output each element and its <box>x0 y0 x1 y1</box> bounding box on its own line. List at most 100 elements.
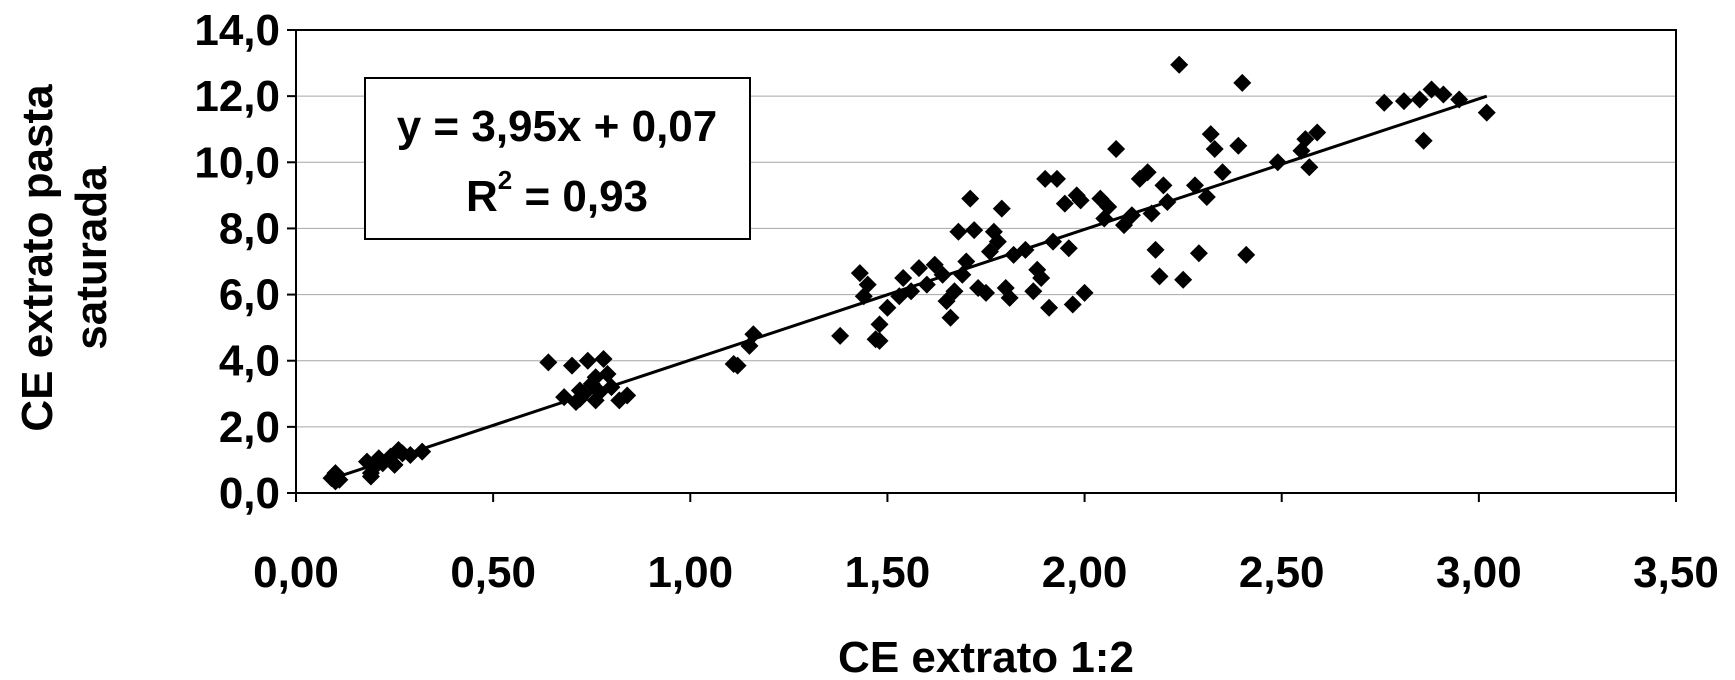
data-point <box>594 350 613 369</box>
data-point <box>1142 204 1161 223</box>
data-point <box>878 298 897 317</box>
data-point <box>1000 288 1019 307</box>
y-tick-label: 6,0 <box>219 271 280 320</box>
data-point <box>965 221 984 240</box>
y-tick-label: 2,0 <box>219 403 280 452</box>
data-point <box>858 275 877 294</box>
data-point <box>917 275 936 294</box>
data-point <box>728 356 747 375</box>
y-tick-label: 10,0 <box>194 138 280 187</box>
data-point <box>1477 103 1496 122</box>
y-tick-label: 0,0 <box>219 469 280 518</box>
data-point <box>1063 295 1082 314</box>
data-point <box>957 252 976 271</box>
x-tick-label: 3,50 <box>1633 548 1719 597</box>
data-point <box>1233 73 1252 92</box>
y-axis-ticks: 0,0 2,0 4,0 6,0 8,0 10,0 12,0 14,0 <box>194 6 296 518</box>
data-point <box>1229 136 1248 155</box>
data-point <box>1107 140 1126 159</box>
data-point <box>326 464 345 483</box>
data-point <box>618 386 637 405</box>
x-axis-title: CE extrato 1:2 <box>838 633 1134 680</box>
data-point <box>933 265 952 284</box>
data-point <box>1122 206 1141 225</box>
data-point <box>1189 244 1208 263</box>
y-tick-label: 14,0 <box>194 6 280 55</box>
data-point <box>977 283 995 302</box>
equation-box: y = 3,95x + 0,07 R2 = 0,93 <box>364 77 751 240</box>
data-point <box>1036 169 1055 188</box>
data-point <box>361 467 380 486</box>
data-point <box>570 389 589 408</box>
data-point <box>563 356 581 375</box>
y-axis-title-line-2: saturada <box>67 166 116 350</box>
data-point <box>1055 194 1074 213</box>
data-point <box>1201 125 1220 144</box>
x-tick-label: 3,00 <box>1436 548 1522 597</box>
data-point <box>744 325 763 344</box>
data-point <box>590 383 609 402</box>
data-point <box>385 455 404 474</box>
data-point <box>945 282 964 301</box>
y-tick-label: 8,0 <box>219 204 280 253</box>
data-point <box>1016 240 1035 259</box>
x-tick-label: 1,00 <box>647 548 733 597</box>
data-point <box>902 282 921 301</box>
data-point <box>1268 153 1287 172</box>
data-point <box>1414 131 1433 150</box>
data-point <box>988 232 1007 251</box>
data-point <box>1150 267 1169 286</box>
data-points <box>322 55 1496 491</box>
equation-box-frame <box>364 77 751 240</box>
x-tick-label: 2,50 <box>1239 548 1325 597</box>
data-point <box>1170 55 1189 74</box>
data-point <box>539 353 558 372</box>
data-point <box>870 315 889 334</box>
data-point <box>961 189 980 208</box>
data-point <box>1154 176 1173 195</box>
data-point <box>1296 130 1315 149</box>
y-axis-title-line-1: CE extrato pasta <box>13 84 62 432</box>
data-point <box>941 308 960 327</box>
data-point <box>1146 240 1165 259</box>
data-point <box>1410 90 1429 109</box>
x-axis-ticks: 0,00 0,50 1,00 1,50 2,00 2,50 3,00 3,50 <box>253 493 1719 597</box>
data-point <box>1450 90 1469 109</box>
data-point <box>831 326 850 345</box>
y-tick-label: 12,0 <box>194 72 280 121</box>
data-point <box>909 259 928 278</box>
data-point <box>850 264 869 283</box>
data-point <box>413 442 432 461</box>
data-point <box>1158 192 1177 211</box>
data-point <box>1024 282 1043 301</box>
x-tick-label: 0,50 <box>450 548 536 597</box>
data-point <box>1075 283 1094 302</box>
data-point <box>1040 298 1059 317</box>
data-point <box>894 269 913 288</box>
y-axis-title: CE extrato pasta saturada <box>13 84 116 432</box>
data-point <box>578 351 597 370</box>
r-squared-value: = 0,93 <box>512 172 648 221</box>
x-tick-label: 1,50 <box>845 548 931 597</box>
data-point <box>1071 191 1090 210</box>
data-point <box>1099 197 1118 216</box>
r-squared-letter: R <box>466 172 498 221</box>
y-tick-label: 4,0 <box>219 337 280 386</box>
data-point <box>1044 232 1063 251</box>
data-point <box>870 331 889 350</box>
data-point <box>1197 188 1216 207</box>
r-squared-label: R2 = 0,93 <box>466 165 648 221</box>
data-point <box>949 222 968 241</box>
data-point <box>1138 163 1157 182</box>
data-point <box>598 364 617 383</box>
r-squared-exponent: 2 <box>498 165 512 195</box>
data-point <box>1032 269 1051 288</box>
data-point <box>1047 169 1066 188</box>
x-tick-label: 0,00 <box>253 548 339 597</box>
data-point <box>1059 239 1078 258</box>
data-point <box>1308 123 1327 142</box>
data-point <box>1434 85 1453 104</box>
data-point <box>992 199 1011 218</box>
